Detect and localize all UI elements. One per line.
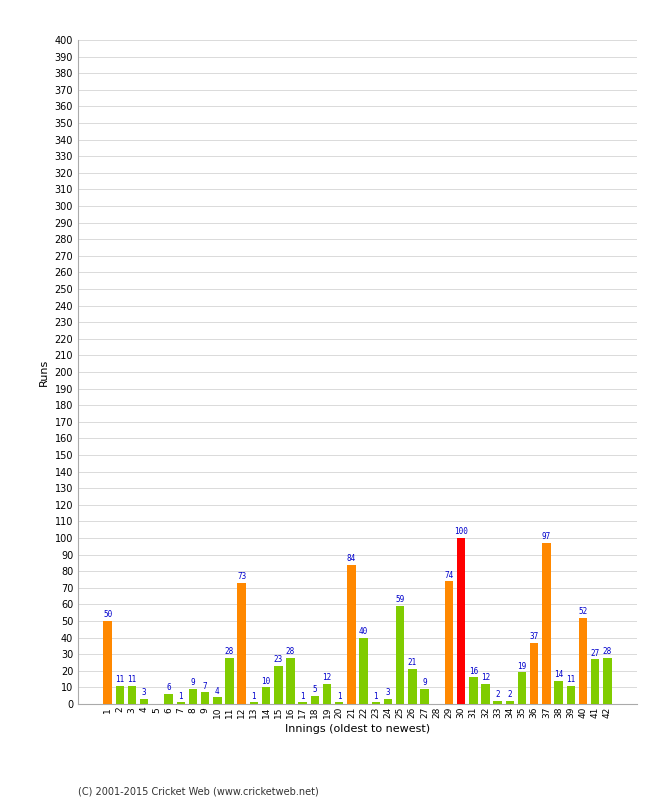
Text: 6: 6 xyxy=(166,683,171,692)
Bar xyxy=(164,694,173,704)
Text: 2: 2 xyxy=(495,690,500,699)
Text: 3: 3 xyxy=(142,688,146,698)
Bar xyxy=(506,701,514,704)
X-axis label: Innings (oldest to newest): Innings (oldest to newest) xyxy=(285,724,430,734)
Bar xyxy=(408,669,417,704)
Bar xyxy=(140,699,148,704)
Bar xyxy=(347,565,356,704)
Y-axis label: Runs: Runs xyxy=(39,358,49,386)
Text: 10: 10 xyxy=(261,677,271,686)
Bar xyxy=(530,642,538,704)
Text: 59: 59 xyxy=(396,595,405,605)
Bar xyxy=(384,699,392,704)
Text: 5: 5 xyxy=(313,685,317,694)
Text: 9: 9 xyxy=(422,678,427,687)
Bar xyxy=(603,658,612,704)
Bar xyxy=(103,621,112,704)
Text: 9: 9 xyxy=(190,678,195,687)
Bar xyxy=(591,659,599,704)
Text: 14: 14 xyxy=(554,670,563,679)
Text: 1: 1 xyxy=(337,692,341,701)
Text: 100: 100 xyxy=(454,527,468,536)
Bar xyxy=(116,686,124,704)
Text: 12: 12 xyxy=(481,674,490,682)
Bar xyxy=(554,681,563,704)
Bar xyxy=(542,543,551,704)
Text: 21: 21 xyxy=(408,658,417,667)
Bar xyxy=(518,673,527,704)
Bar xyxy=(201,692,209,704)
Text: 1: 1 xyxy=(252,692,256,701)
Text: 1: 1 xyxy=(179,692,183,701)
Bar xyxy=(226,658,234,704)
Bar xyxy=(421,689,429,704)
Text: 12: 12 xyxy=(322,674,332,682)
Bar xyxy=(298,702,307,704)
Text: 40: 40 xyxy=(359,627,368,636)
Text: 28: 28 xyxy=(286,647,295,656)
Bar xyxy=(372,702,380,704)
Text: 28: 28 xyxy=(603,647,612,656)
Text: 19: 19 xyxy=(517,662,526,670)
Text: 4: 4 xyxy=(215,686,220,696)
Bar xyxy=(237,583,246,704)
Bar xyxy=(493,701,502,704)
Bar xyxy=(359,638,368,704)
Text: 1: 1 xyxy=(300,692,305,701)
Bar xyxy=(286,658,294,704)
Bar xyxy=(445,581,453,704)
Bar xyxy=(250,702,258,704)
Text: 74: 74 xyxy=(444,570,454,579)
Text: 11: 11 xyxy=(566,675,575,684)
Text: 28: 28 xyxy=(225,647,234,656)
Bar xyxy=(396,606,404,704)
Bar xyxy=(311,696,319,704)
Bar xyxy=(578,618,587,704)
Text: 73: 73 xyxy=(237,572,246,581)
Text: 11: 11 xyxy=(127,675,136,684)
Bar xyxy=(567,686,575,704)
Bar xyxy=(177,702,185,704)
Bar xyxy=(188,689,197,704)
Text: 16: 16 xyxy=(469,666,478,676)
Text: 7: 7 xyxy=(203,682,207,690)
Bar xyxy=(469,678,478,704)
Text: 97: 97 xyxy=(541,532,551,542)
Text: 11: 11 xyxy=(115,675,125,684)
Text: 23: 23 xyxy=(274,655,283,664)
Bar xyxy=(262,687,270,704)
Text: 84: 84 xyxy=(347,554,356,563)
Bar xyxy=(274,666,283,704)
Text: 3: 3 xyxy=(385,688,390,698)
Text: 27: 27 xyxy=(590,649,600,658)
Text: 1: 1 xyxy=(374,692,378,701)
Text: (C) 2001-2015 Cricket Web (www.cricketweb.net): (C) 2001-2015 Cricket Web (www.cricketwe… xyxy=(78,786,318,796)
Bar xyxy=(457,538,465,704)
Bar xyxy=(335,702,343,704)
Text: 37: 37 xyxy=(530,632,539,641)
Text: 52: 52 xyxy=(578,607,588,616)
Text: 50: 50 xyxy=(103,610,112,619)
Bar xyxy=(323,684,332,704)
Bar xyxy=(128,686,136,704)
Bar xyxy=(481,684,489,704)
Text: 2: 2 xyxy=(508,690,512,699)
Bar xyxy=(213,698,222,704)
